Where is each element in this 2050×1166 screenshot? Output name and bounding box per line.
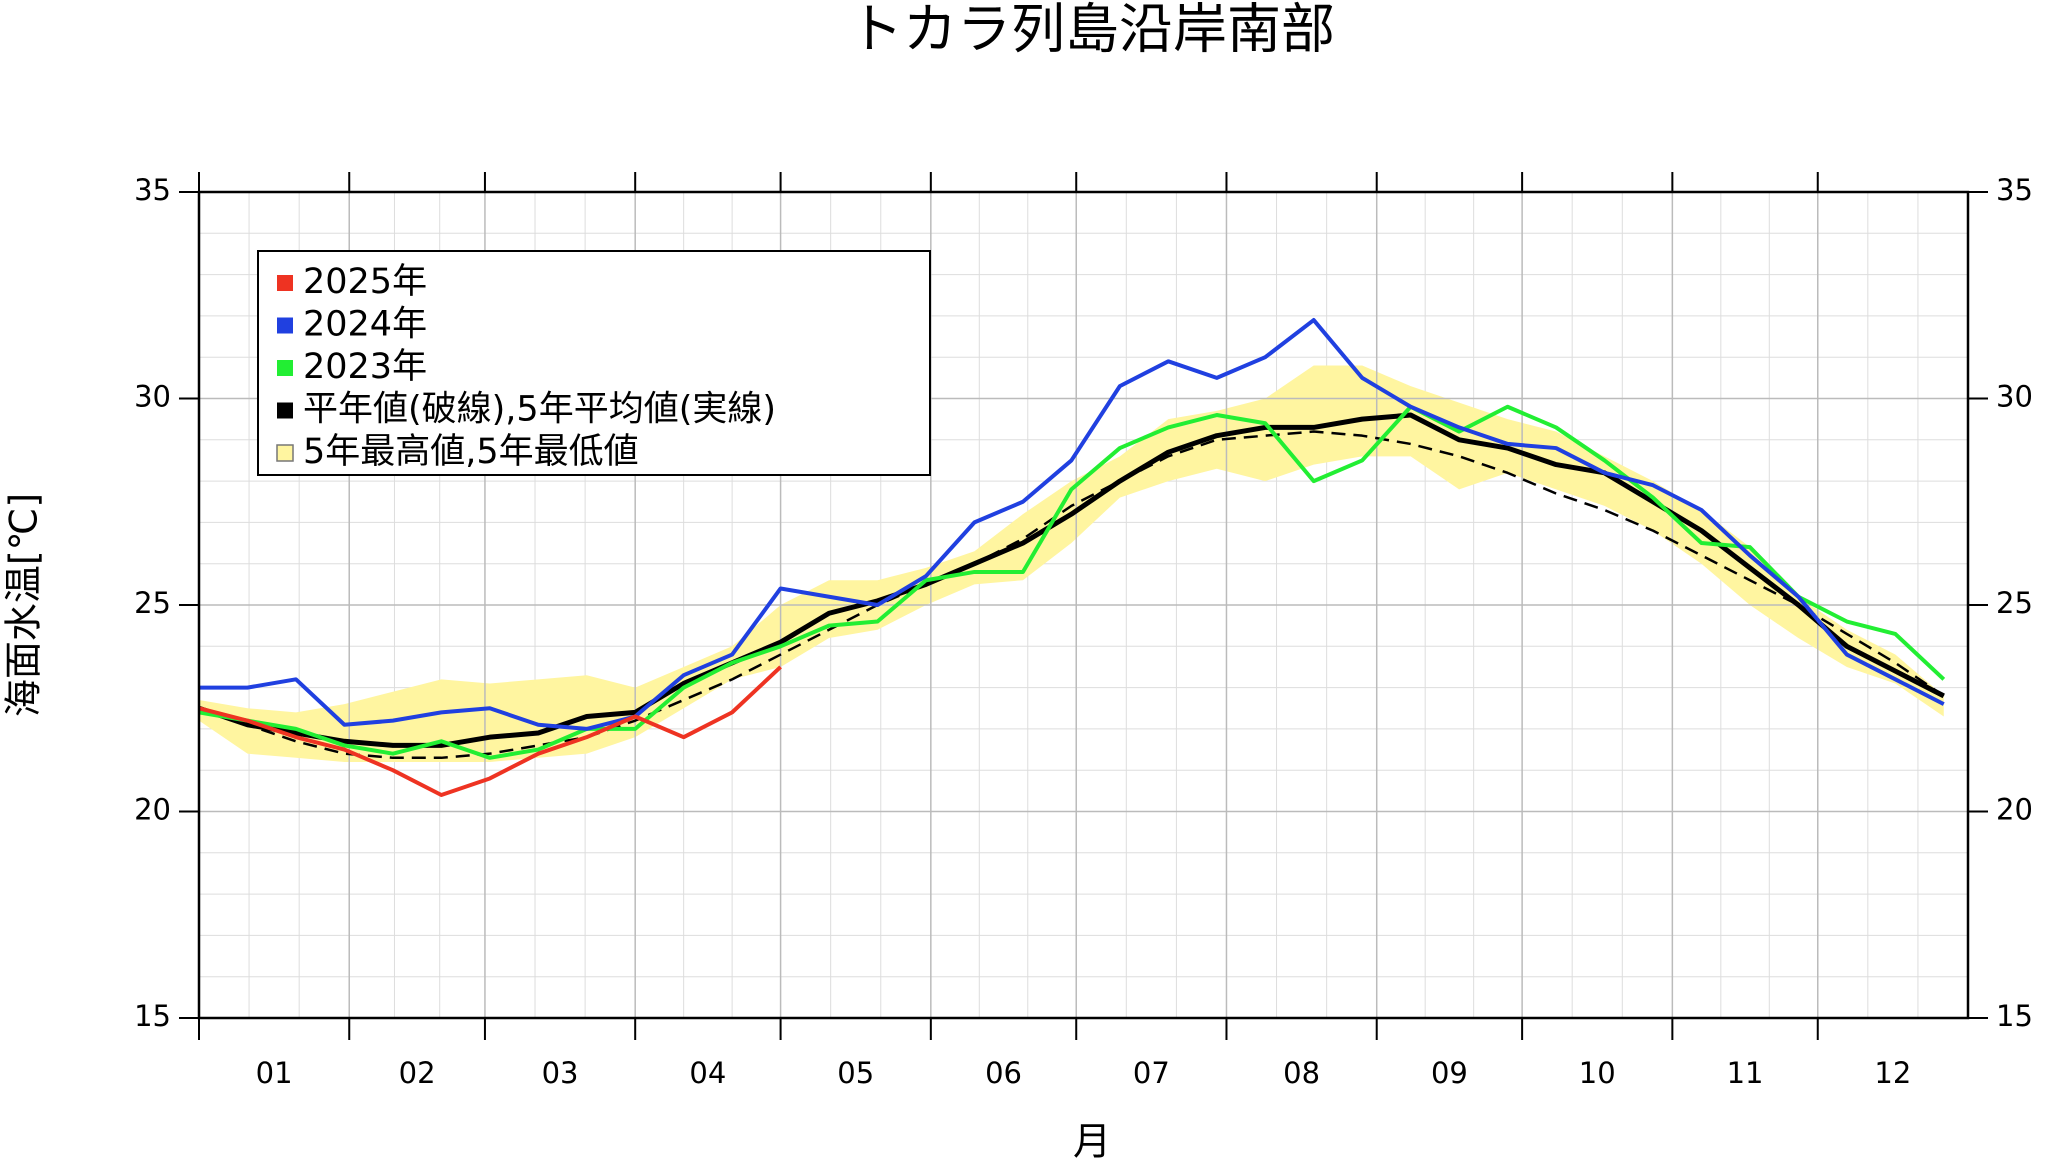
x-tick-label: 06	[985, 1056, 1022, 1090]
y2-tick-label: 25	[1996, 586, 2033, 620]
series-line	[199, 318, 1945, 731]
x-tick-label: 10	[1579, 1056, 1616, 1090]
series-line	[198, 412, 1945, 748]
band-area	[199, 365, 1944, 762]
chart-title: トカラ列島沿岸南部	[849, 0, 1335, 61]
series-line	[198, 665, 782, 797]
legend-swatch	[277, 360, 293, 376]
x-tick-label: 03	[542, 1056, 579, 1090]
x-tick-label: 01	[256, 1056, 293, 1090]
plot-frame	[197, 190, 1970, 1020]
x-tick-label: 12	[1874, 1056, 1911, 1090]
x-tick-label: 07	[1133, 1056, 1170, 1090]
y2-tick-label: 20	[1996, 793, 2033, 827]
legend-label: 2025年	[303, 262, 427, 302]
x-tick-label: 04	[689, 1056, 726, 1090]
series-line	[198, 404, 1946, 760]
y-tick-label: 25	[134, 586, 171, 620]
x-axis-label: 月	[1073, 1120, 1111, 1164]
normal-line	[198, 430, 1945, 760]
x-tick-label: 02	[399, 1056, 436, 1090]
legend-swatch	[277, 402, 293, 419]
y-tick-label: 20	[134, 793, 171, 827]
legend-label: 平年値(破線),5年平均値(実線)	[303, 390, 776, 430]
x-tick-label: 05	[837, 1056, 874, 1090]
x-tick-label: 11	[1727, 1056, 1764, 1090]
legend-box	[257, 250, 931, 476]
y-tick-label: 15	[134, 999, 171, 1033]
legend-swatch	[276, 444, 294, 462]
x-tick-label: 09	[1431, 1056, 1468, 1090]
legend-label: 5年最高値,5年最低値	[303, 432, 639, 472]
legend-label: 2023年	[303, 347, 427, 387]
x-tick-label: 08	[1283, 1056, 1320, 1090]
y2-tick-label: 35	[1996, 173, 2033, 207]
legend-swatch	[277, 317, 293, 334]
y-axis-label: 海面水温[℃]	[2, 493, 46, 717]
legend: 2025年2024年2023年平年値(破線),5年平均値(実線)5年最高値,5年…	[257, 250, 931, 476]
y2-tick-label: 15	[1996, 999, 2033, 1033]
legend-swatch	[277, 275, 293, 291]
legend-label: 2024年	[303, 305, 427, 345]
y-tick-label: 30	[134, 380, 171, 414]
y-tick-label: 35	[134, 173, 171, 207]
y2-tick-label: 30	[1996, 380, 2033, 414]
